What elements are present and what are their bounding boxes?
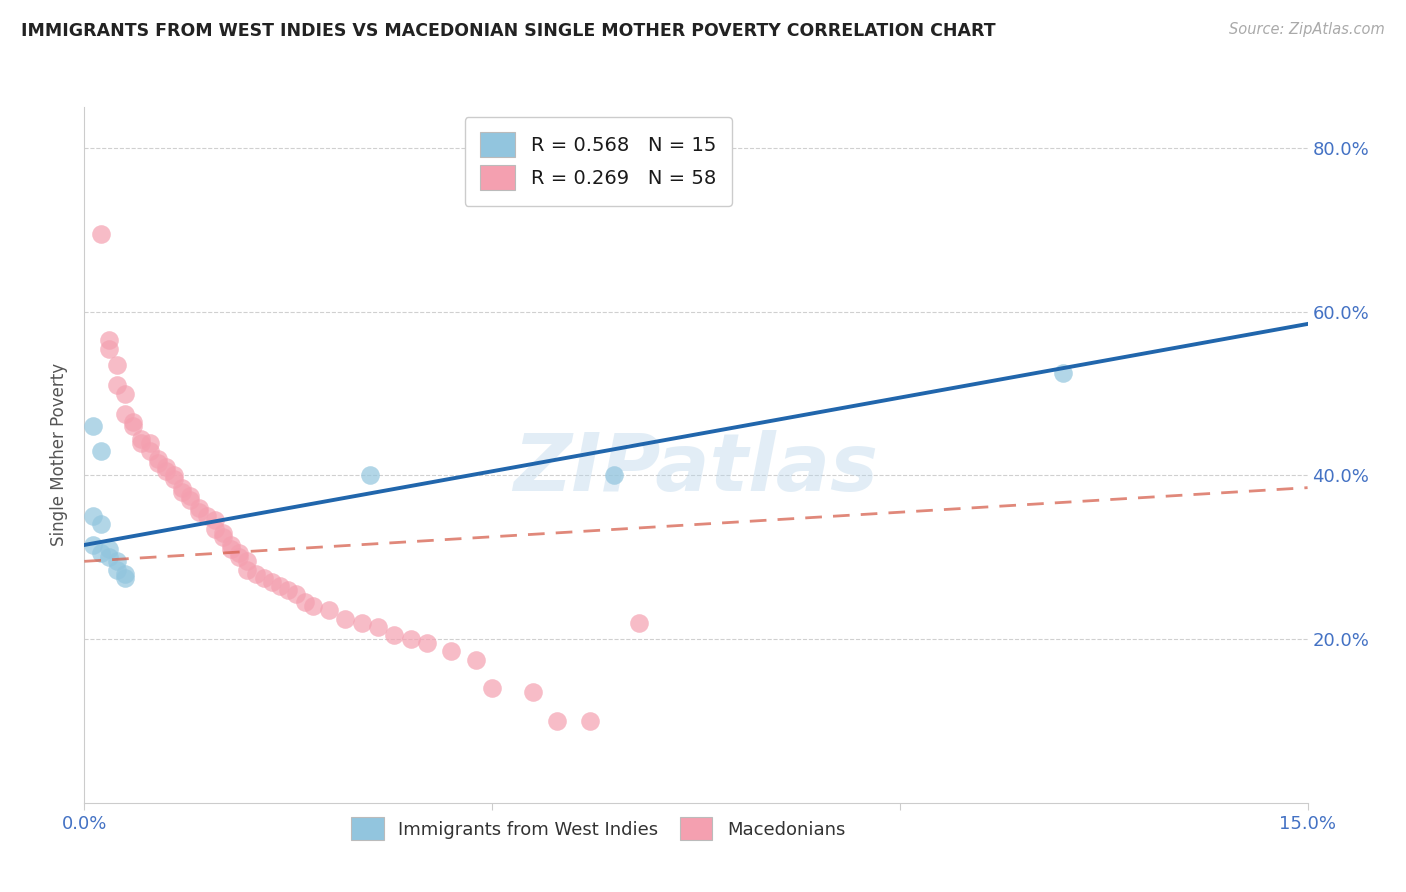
Point (440, 644, 463, 658)
Point (97, 334, 120, 348)
Point (90, 517, 112, 532)
Point (416, 636, 439, 650)
Point (335, 612, 357, 626)
Point (579, 714, 602, 728)
Point (122, 415, 145, 429)
Point (155, 460, 177, 475)
Point (277, 582, 299, 597)
Point (367, 620, 389, 634)
Point (481, 681, 503, 696)
Point (131, 435, 153, 450)
Point (285, 587, 308, 601)
Point (464, 652, 486, 666)
Text: ZIPatlas: ZIPatlas (513, 430, 879, 508)
Point (253, 571, 276, 585)
Point (105, 358, 128, 372)
Point (105, 378, 128, 392)
Point (97, 342, 120, 356)
Point (122, 419, 145, 434)
Point (187, 505, 209, 519)
Point (269, 579, 291, 593)
Point (82, 419, 104, 434)
Point (105, 554, 128, 568)
Point (146, 456, 169, 470)
Point (172, 481, 194, 495)
Point (204, 513, 226, 527)
Point (546, 714, 568, 728)
Point (114, 407, 136, 421)
Point (138, 435, 160, 450)
Point (399, 632, 422, 646)
Point (131, 432, 153, 446)
Point (172, 484, 194, 499)
Point (1052, 366, 1074, 380)
Point (350, 615, 373, 630)
Point (114, 566, 136, 581)
Point (301, 599, 323, 614)
Point (179, 489, 201, 503)
Point (219, 542, 242, 557)
Point (82, 509, 104, 524)
Point (204, 522, 226, 536)
Point (163, 468, 186, 483)
Point (219, 538, 242, 552)
Point (359, 468, 381, 483)
Point (318, 603, 340, 617)
Point (627, 615, 650, 630)
Point (228, 550, 250, 565)
Point (114, 571, 136, 585)
Point (236, 562, 259, 576)
Point (97, 550, 120, 565)
Text: IMMIGRANTS FROM WEST INDIES VS MACEDONIAN SINGLE MOTHER POVERTY CORRELATION CHAR: IMMIGRANTS FROM WEST INDIES VS MACEDONIA… (21, 22, 995, 40)
Point (522, 685, 544, 699)
Point (228, 546, 250, 560)
Point (97, 542, 120, 557)
Point (382, 628, 405, 642)
Point (146, 452, 169, 467)
Point (260, 574, 283, 589)
Point (90, 443, 112, 458)
Point (105, 562, 128, 576)
Point (90, 546, 112, 560)
Point (163, 473, 186, 487)
Point (90, 227, 112, 241)
Point (114, 386, 136, 401)
Point (187, 501, 209, 516)
Point (212, 530, 235, 544)
Point (179, 492, 201, 507)
Legend: Immigrants from West Indies, Macedonians: Immigrants from West Indies, Macedonians (342, 808, 855, 849)
Point (138, 443, 160, 458)
Point (212, 525, 235, 540)
Y-axis label: Single Mother Poverty: Single Mother Poverty (51, 363, 69, 547)
Point (294, 595, 316, 609)
Point (82, 538, 104, 552)
Text: Source: ZipAtlas.com: Source: ZipAtlas.com (1229, 22, 1385, 37)
Point (245, 566, 267, 581)
Point (236, 554, 259, 568)
Point (155, 464, 177, 478)
Point (603, 468, 626, 483)
Point (195, 509, 218, 524)
